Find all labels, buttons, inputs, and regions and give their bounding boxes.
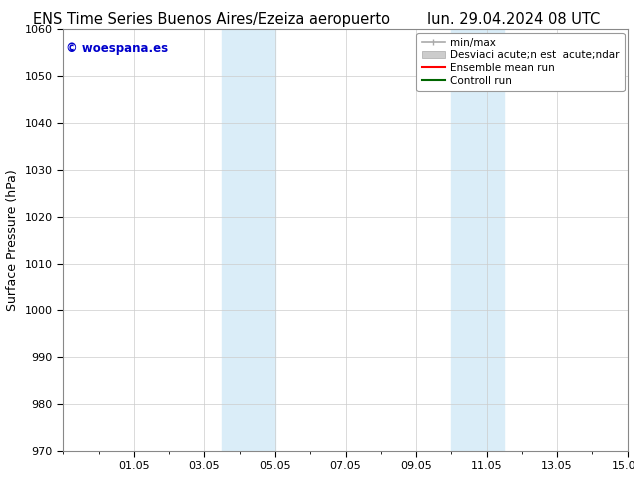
Text: © woespana.es: © woespana.es (66, 42, 169, 55)
Legend: min/max, Desviaci acute;n est  acute;ndar, Ensemble mean run, Controll run: min/max, Desviaci acute;n est acute;ndar… (417, 32, 624, 91)
Bar (222, 29, 275, 451)
Y-axis label: Surface Pressure (hPa): Surface Pressure (hPa) (6, 169, 19, 311)
Bar (451, 29, 504, 451)
Text: ENS Time Series Buenos Aires/Ezeiza aeropuerto        lun. 29.04.2024 08 UTC: ENS Time Series Buenos Aires/Ezeiza aero… (34, 12, 600, 27)
